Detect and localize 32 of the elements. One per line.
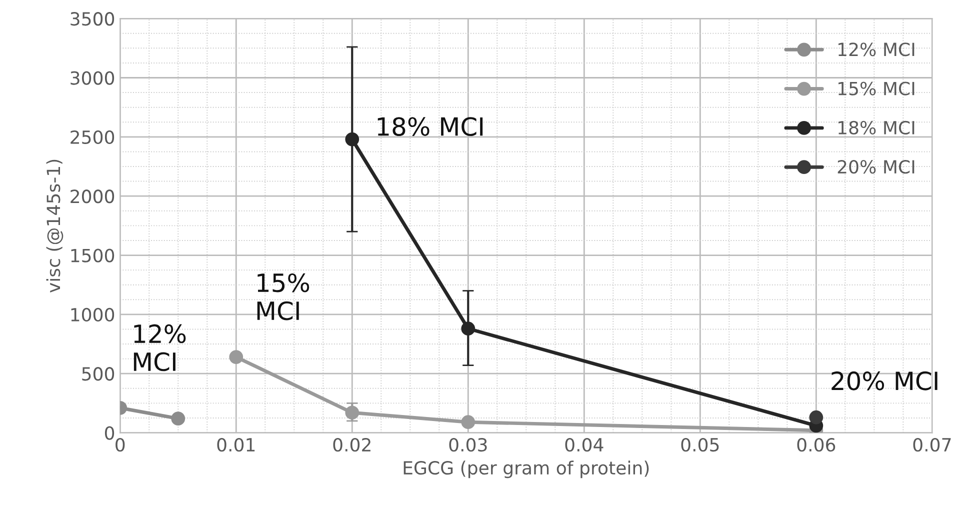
x-axis-title: EGCG (per gram of protein) (404, 460, 649, 478)
x-tick-label: 0.07 (913, 438, 951, 452)
annotation: 15% MCI (257, 273, 310, 320)
x-tick-label: 0.02 (333, 438, 370, 452)
point (461, 415, 476, 430)
y-tick-label: 1000 (71, 308, 114, 322)
x-tick-label: 0.01 (217, 438, 255, 452)
point (345, 406, 360, 420)
annotation: 12% MCI (134, 324, 186, 372)
y-tick-label: 1500 (71, 248, 114, 262)
y-tick-label: 0 (104, 426, 114, 440)
y-tick-label: 3000 (70, 71, 114, 85)
annotation: 18% MCI (378, 117, 483, 136)
x-tick-label: 0.05 (681, 438, 719, 452)
point (809, 410, 824, 424)
y-tick-label: 3500 (70, 12, 114, 26)
legend-label: 12% MCI (838, 42, 914, 56)
point (229, 350, 244, 364)
x-tick-label: 0.03 (449, 438, 487, 452)
annotation: 20% MCI (832, 371, 938, 390)
point (461, 322, 476, 336)
x-tick-label: 0 (116, 438, 125, 452)
x-tick-label: 0.06 (797, 438, 836, 452)
y-tick-label: 2000 (70, 190, 114, 204)
y-tick-label: 2500 (70, 130, 114, 144)
point (345, 132, 360, 146)
y-tick-label: 500 (82, 367, 114, 381)
x-tick-label: 0.04 (565, 438, 604, 452)
y-axis-title: visc (@145s-1) (46, 160, 64, 293)
legend-label: 15% MCI (838, 82, 914, 96)
legend-label: 20% MCI (838, 160, 914, 174)
legend-label: 18% MCI (838, 120, 914, 135)
